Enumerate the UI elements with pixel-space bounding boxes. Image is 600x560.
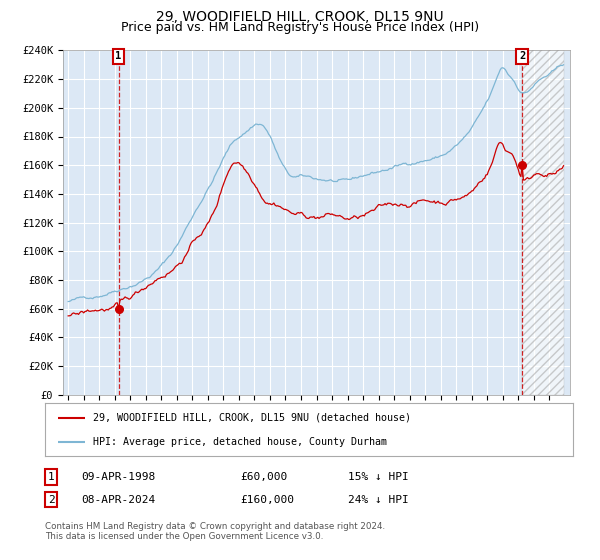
Text: £160,000: £160,000: [240, 494, 294, 505]
Text: Contains HM Land Registry data © Crown copyright and database right 2024.: Contains HM Land Registry data © Crown c…: [45, 522, 385, 531]
Text: 09-APR-1998: 09-APR-1998: [81, 472, 155, 482]
Text: 08-APR-2024: 08-APR-2024: [81, 494, 155, 505]
Text: Price paid vs. HM Land Registry's House Price Index (HPI): Price paid vs. HM Land Registry's House …: [121, 21, 479, 34]
Text: 1: 1: [47, 472, 55, 482]
Text: 2: 2: [519, 51, 525, 61]
Bar: [522, 50, 563, 395]
Text: 15% ↓ HPI: 15% ↓ HPI: [348, 472, 409, 482]
Text: This data is licensed under the Open Government Licence v3.0.: This data is licensed under the Open Gov…: [45, 532, 323, 541]
Text: 24% ↓ HPI: 24% ↓ HPI: [348, 494, 409, 505]
Text: 29, WOODIFIELD HILL, CROOK, DL15 9NU: 29, WOODIFIELD HILL, CROOK, DL15 9NU: [156, 10, 444, 24]
Text: £60,000: £60,000: [240, 472, 287, 482]
Text: HPI: Average price, detached house, County Durham: HPI: Average price, detached house, Coun…: [92, 437, 386, 447]
Text: 1: 1: [115, 51, 122, 61]
Text: 29, WOODIFIELD HILL, CROOK, DL15 9NU (detached house): 29, WOODIFIELD HILL, CROOK, DL15 9NU (de…: [92, 413, 410, 423]
Text: 2: 2: [47, 494, 55, 505]
